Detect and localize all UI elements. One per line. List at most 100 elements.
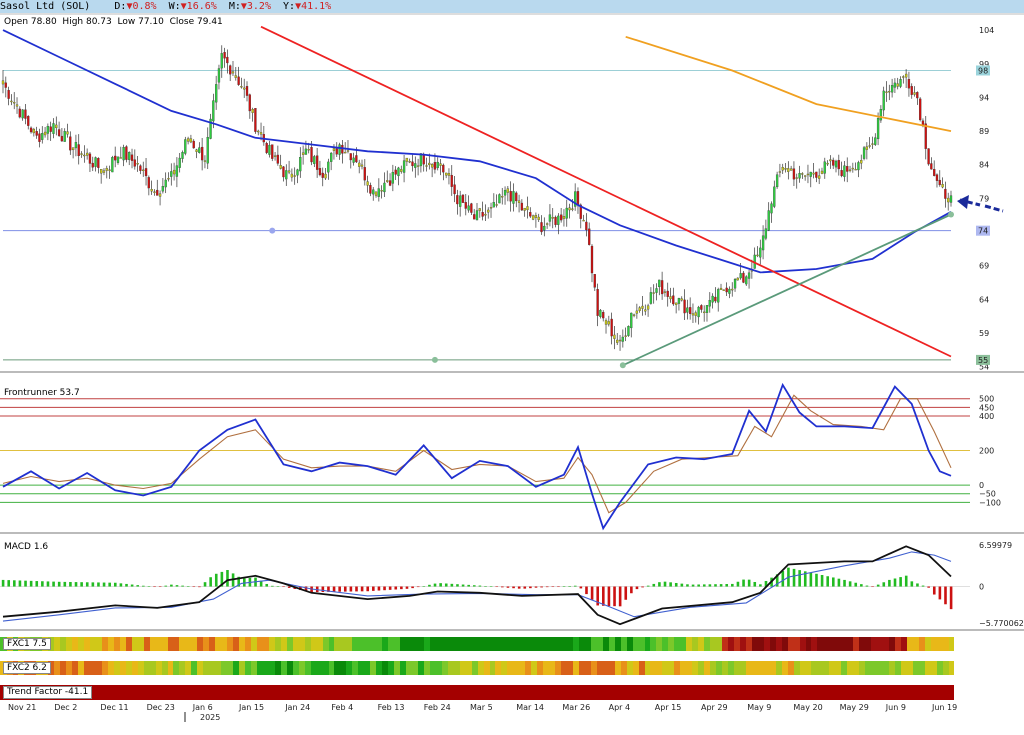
candle-body: [924, 123, 927, 149]
candle-body: [683, 299, 686, 314]
x-tick-label: May 20: [793, 703, 822, 712]
heat-cell: [107, 661, 114, 675]
candle-body: [478, 208, 481, 211]
macd-panel[interactable]: 6.59979 0 −5.770062: [0, 541, 1024, 628]
candle-body: [879, 109, 883, 121]
macd-histogram-bar: [702, 584, 706, 587]
heat-cell: [757, 637, 764, 651]
heat-cell: [95, 661, 102, 675]
candle-body: [366, 181, 369, 186]
candle-body: [321, 172, 324, 178]
candle-body: [941, 184, 944, 188]
price-tag-label: 98: [978, 66, 988, 75]
heat-cell: [471, 661, 478, 675]
candle-body: [313, 156, 316, 164]
macd-histogram-bar: [372, 586, 375, 591]
candle-body: [125, 146, 128, 160]
heat-cell: [673, 661, 681, 675]
candle-body: [722, 289, 725, 291]
macd-histogram-bar: [411, 586, 414, 589]
candle-body: [596, 289, 599, 316]
macd-histogram-bar: [529, 586, 532, 589]
macd-histogram-bar: [551, 586, 555, 588]
candle-body: [531, 215, 535, 220]
heat-cell: [769, 661, 776, 675]
candle-body: [787, 168, 790, 172]
heat-cell: [733, 661, 740, 675]
heat-cell: [804, 661, 812, 675]
heat-cell: [494, 661, 502, 675]
candle-body: [433, 162, 437, 170]
candle-body: [195, 149, 198, 152]
macd-histogram-bar: [489, 586, 493, 587]
macd-histogram-bar: [602, 586, 605, 606]
heat-cell: [292, 661, 299, 675]
frontrunner-fast-line: [2, 382, 952, 531]
macd-histogram-bar: [534, 586, 538, 588]
macd-histogram-bar: [506, 586, 510, 588]
macd-histogram-bar: [119, 583, 123, 587]
heat-cell: [596, 661, 603, 675]
candle-body: [585, 221, 588, 231]
macd-histogram-bar: [686, 584, 689, 587]
heat-cell: [512, 661, 520, 675]
heat-cell: [357, 661, 365, 675]
candle-body: [815, 171, 818, 178]
candle-body: [178, 157, 181, 168]
w-label: W:: [168, 1, 181, 12]
heat-cell: [172, 661, 180, 675]
candle-body: [268, 144, 271, 155]
macd-histogram-bar: [405, 586, 409, 589]
heat-cell: [387, 637, 395, 651]
heat-cell: [268, 661, 275, 675]
candle-body: [265, 142, 268, 153]
candle-body: [363, 167, 366, 181]
candle-body: [756, 254, 759, 257]
candle-body: [487, 209, 490, 213]
heat-cell: [721, 637, 728, 651]
candle-body: [871, 143, 874, 145]
candle-body: [388, 180, 392, 186]
candle-body: [947, 197, 950, 203]
x-tick-label: Jan 24: [284, 703, 310, 712]
heat-cell: [119, 661, 126, 675]
heat-cell: [655, 661, 663, 675]
heat-cell: [614, 637, 621, 651]
heat-cell: [59, 637, 67, 651]
candle-body: [257, 130, 260, 133]
candle-body: [83, 154, 86, 157]
candle-body: [540, 222, 543, 233]
price-panel[interactable]: 10499948984797469645954987455: [1, 25, 1004, 372]
candle-body: [198, 147, 201, 153]
candle-body: [913, 92, 916, 95]
candle-body: [736, 277, 739, 281]
heat-cell: [828, 637, 836, 651]
heat-cell: [477, 637, 484, 651]
symbol-title: Sasol Ltd (SOL): [0, 1, 91, 12]
heat-cell: [882, 637, 889, 651]
candle-body: [461, 194, 465, 203]
macd-histogram-bar: [282, 586, 285, 588]
heat-cell: [757, 661, 764, 675]
heat-cell: [429, 661, 436, 675]
heat-cell: [918, 661, 925, 675]
heat-cell: [178, 661, 186, 675]
heat-cell: [292, 637, 299, 651]
candle-body: [652, 292, 655, 294]
heat-cell: [101, 637, 108, 651]
heat-cell: [345, 637, 353, 651]
heat-cell: [751, 661, 758, 675]
macd-histogram-bar: [276, 586, 280, 587]
macd-histogram-bar: [170, 584, 173, 587]
candle-body: [823, 161, 826, 174]
candle-body: [708, 300, 711, 307]
candle-body: [122, 147, 125, 161]
x-tick-label: Feb 13: [378, 703, 405, 712]
heat-cell: [852, 661, 860, 675]
heat-cell: [554, 661, 562, 675]
candle-body: [770, 203, 773, 214]
macd-histogram-bar: [837, 578, 841, 587]
heat-cell: [477, 661, 484, 675]
